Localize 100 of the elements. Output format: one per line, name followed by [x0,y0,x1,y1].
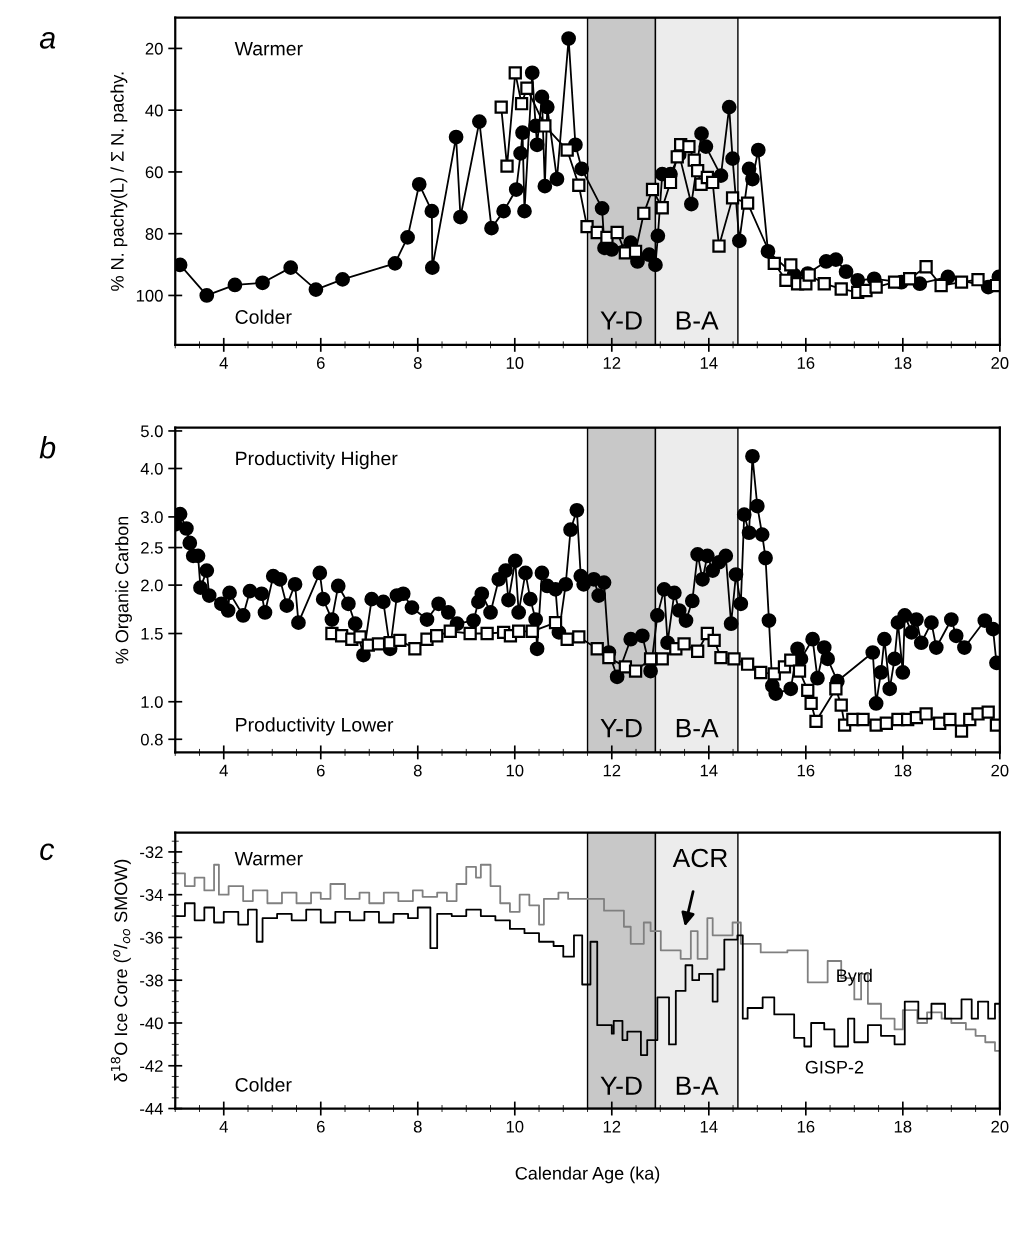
point [934,278,948,293]
y-tick-label: 5.0 [140,425,163,438]
point [834,282,848,296]
x-tick-label: 12 [603,764,621,777]
point [514,97,529,111]
x-tick-label: 14 [700,1120,718,1133]
point [902,272,917,286]
point [628,244,643,258]
x-tick-label: 8 [413,1120,422,1133]
x-tick-label: 6 [316,357,325,369]
y-tick-label: 20 [145,42,163,55]
x-tick-label: 18 [894,357,912,369]
y-axis-title: δ$^{18}$O Ice Core ($^{o}$/$_{oo}$ SMOW) [110,859,131,1082]
x-tick-label: 12 [603,357,621,369]
x-tick-label: 10 [506,1120,524,1133]
point [817,277,831,291]
x-tick-label: 8 [413,357,422,369]
band-label: B-A [676,719,719,738]
y-tick-label: 80 [145,228,163,240]
y-tick-label: -34 [140,889,163,901]
y-tick-label: 1.0 [141,696,163,708]
point [610,225,624,240]
y-tick-label: -40 [140,1017,163,1030]
band-label: Y-D [600,311,642,330]
x-tick-label: 8 [413,764,422,777]
chart-title: a [39,31,56,49]
point [779,273,793,287]
series-label: Byrd [837,968,872,986]
point [767,256,781,270]
y-tick-label: -42 [140,1060,163,1072]
point [725,191,740,205]
annotation: Warmer [234,41,303,56]
band-label: Y-D [600,719,642,738]
x-axis-title: Calendar Age (ka) [515,1166,660,1184]
x-tick-label: 20 [991,1120,1009,1133]
point [560,143,574,157]
x-tick-label: 4 [219,764,228,777]
series-label: GISP-2 [805,1060,864,1074]
x-tick-label: 10 [506,357,524,369]
y-axis-title: % N. pachy(L) / Σ N. pachy. [110,72,128,291]
y-tick-label: -36 [140,931,163,944]
x-tick-label: 18 [894,1120,912,1133]
point [520,81,534,95]
x-tick-label: 18 [894,764,912,777]
y-tick-label: 1.5 [141,628,163,640]
x-tick-label: 4 [219,357,228,369]
point [663,175,678,190]
x-tick-label: 14 [700,764,718,777]
y-tick-label: 60 [145,166,163,179]
annotation: Colder [235,309,292,324]
band-label: B-A [676,311,719,330]
x-tick-label: 4 [219,1120,228,1133]
point [712,239,726,253]
y-tick-label: 2.0 [141,579,163,592]
point [706,175,720,190]
annotation: Productivity Higher [236,451,398,470]
x-tick-label: 20 [991,357,1009,369]
point [508,66,522,80]
x-tick-label: 16 [797,764,815,777]
point [572,178,586,192]
point [887,275,902,289]
band-label: Y-D [600,1076,642,1095]
x-tick-label: 6 [316,764,325,777]
annotation: Productivity Lower [236,717,394,736]
band-label: B-A [676,1076,719,1095]
x-tick-label: 16 [797,1120,815,1133]
y-tick-label: 100 [136,289,163,302]
y-tick-label: 40 [145,104,163,117]
point [538,119,552,133]
point [580,219,594,234]
x-tick-label: 6 [316,1120,325,1133]
point [869,280,883,294]
x-tick-label: 16 [797,357,815,369]
point [645,182,660,197]
point [784,258,798,272]
y-tick-label: 3.0 [140,511,163,524]
x-tick-label: 10 [506,764,524,777]
point [655,201,669,215]
point [682,139,696,154]
y-tick-label: 4.0 [140,462,163,475]
y-tick-label: -44 [140,1103,163,1115]
chart-title: c [40,843,55,861]
y-tick-label: 2.5 [141,541,163,554]
x-tick-label: 20 [991,764,1009,777]
point [500,159,514,173]
y-tick-label: 0.8 [140,733,163,746]
point [971,273,985,287]
point [637,206,651,220]
y-axis-title: % Organic Carbon [115,516,132,664]
annotation: Warmer [234,851,303,866]
y-tick-label: -32 [140,846,163,859]
x-tick-label: 14 [700,357,718,369]
y-tick-label: -38 [140,974,163,987]
point [919,260,933,274]
x-tick-label: 12 [603,1120,621,1133]
chart-title: b [39,436,56,459]
annotation: Colder [235,1077,292,1092]
point [954,275,969,289]
point [740,196,755,210]
point [494,100,508,114]
